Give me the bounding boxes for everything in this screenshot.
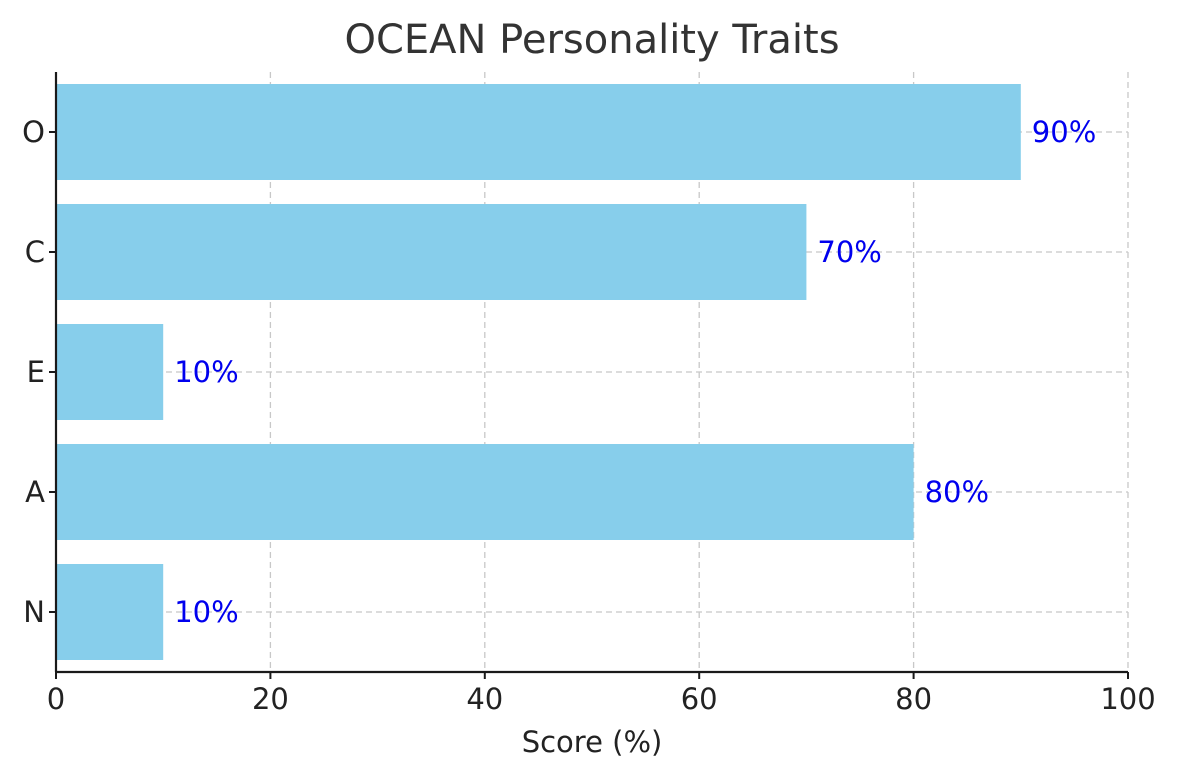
y-axis-ticks: O C E A N [22, 115, 56, 629]
data-label-e: 10% [174, 355, 238, 389]
data-label-o: 90% [1032, 115, 1096, 149]
bars [56, 84, 1021, 660]
x-tick-label-40: 40 [466, 682, 503, 716]
y-tick-label-o: O [22, 115, 45, 149]
x-tick-label-20: 20 [252, 682, 289, 716]
y-tick-label-e: E [27, 355, 45, 389]
data-labels: 90% 70% 10% 80% 10% [174, 115, 1096, 629]
data-label-c: 70% [817, 235, 881, 269]
bar-a [56, 444, 914, 540]
y-tick-label-a: A [25, 475, 45, 509]
bar-e [56, 324, 164, 420]
bar-o [56, 84, 1021, 180]
data-label-n: 10% [174, 595, 238, 629]
x-tick-label-100: 100 [1100, 682, 1155, 716]
bar-n [56, 564, 164, 660]
x-tick-label-80: 80 [895, 682, 932, 716]
data-label-a: 80% [925, 475, 989, 509]
chart-title: OCEAN Personality Traits [344, 17, 839, 63]
x-axis-label: Score (%) [522, 725, 663, 759]
bar-c [56, 204, 807, 300]
x-axis-ticks: 0 20 40 60 80 100 [47, 672, 1156, 716]
x-tick-label-0: 0 [47, 682, 65, 716]
x-tick-label-60: 60 [681, 682, 718, 716]
y-tick-label-c: C [25, 235, 45, 269]
y-tick-label-n: N [23, 595, 45, 629]
